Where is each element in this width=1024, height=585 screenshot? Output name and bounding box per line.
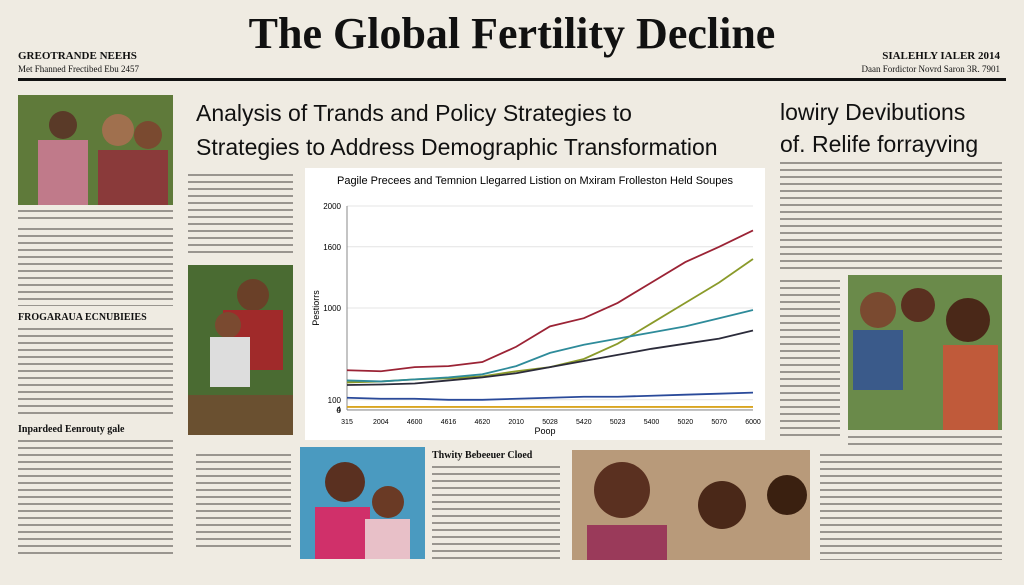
article-text <box>18 326 173 416</box>
y-tick-label: 4 <box>337 406 342 415</box>
headline-line: Strategies to Address Demographic Transf… <box>196 134 718 160</box>
x-tick-label: 4600 <box>407 419 423 426</box>
masthead-right: SIALEHLY IALER 2014 <box>882 50 1000 62</box>
x-tick-label: 6000 <box>745 419 761 426</box>
article-text <box>820 452 1002 560</box>
chart-title: Pagile Precees and Temnion Llegarred Lis… <box>337 175 734 187</box>
section-heading: FROGARAUA ECNUBIEIES <box>18 312 147 323</box>
x-tick-label: 2010 <box>508 419 524 426</box>
headline-line: of. Relife forrayving <box>780 131 979 157</box>
article-text <box>196 452 291 552</box>
article-text <box>780 160 1002 272</box>
y-tick-label: 2000 <box>323 202 341 211</box>
chart: Pagile Precees and Temnion Llegarred Lis… <box>305 168 765 440</box>
headline-line: Analysis of Trands and Policy Strategies… <box>196 100 632 126</box>
section-heading: Thwity Bebeeuer Cloed <box>432 450 533 461</box>
masthead-right-sub: Daan Fordictor Novrd Saron 3R. 7901 <box>861 64 1000 74</box>
article-text <box>432 464 560 559</box>
rule <box>18 78 1006 81</box>
masthead-left: GREOTRANDE NEEHS <box>18 50 137 62</box>
article-text <box>780 278 840 438</box>
y-tick-label: 0 <box>337 406 342 415</box>
x-tick-label: 5070 <box>711 419 727 426</box>
side-headline: lowiry Devibutions of. Relife forrayving <box>780 96 978 160</box>
article-text <box>18 438 173 558</box>
y-tick-label: 100 <box>328 396 342 405</box>
y-axis-label: Pestiorrs <box>311 290 321 326</box>
masthead-title: The Global Fertility Decline <box>248 9 776 58</box>
photo <box>18 95 173 205</box>
headline: Analysis of Trands and Policy Strategies… <box>196 96 718 164</box>
x-tick-label: 5020 <box>678 419 694 426</box>
article-text <box>18 226 173 306</box>
series-line <box>346 309 754 383</box>
x-tick-label: 5028 <box>542 419 558 426</box>
photo <box>572 450 810 560</box>
photo <box>188 265 293 435</box>
series-line <box>346 329 754 386</box>
x-axis-label: Poop <box>534 426 555 436</box>
caption <box>848 434 1002 446</box>
photo <box>300 447 425 559</box>
x-tick-label: 4620 <box>475 419 491 426</box>
x-tick-label: 5023 <box>610 419 626 426</box>
x-tick-label: 5420 <box>576 419 592 426</box>
x-tick-label: 5400 <box>644 419 660 426</box>
masthead-left-sub: Met Fhanned Frectibed Ebu 2457 <box>18 64 139 74</box>
series-line <box>346 391 754 401</box>
headline-line: lowiry Devibutions <box>780 99 966 125</box>
x-tick-label: 2004 <box>373 419 389 426</box>
caption <box>18 208 173 222</box>
section-heading: Inpardeed Eenrouty gale <box>18 424 125 435</box>
x-tick-label: 4616 <box>441 419 457 426</box>
article-text <box>188 172 293 257</box>
series-line <box>346 229 754 373</box>
x-tick-label: 315 <box>341 419 353 426</box>
y-tick-label: 1600 <box>323 243 341 252</box>
photo <box>848 275 1002 430</box>
y-tick-label: 1000 <box>323 304 341 313</box>
